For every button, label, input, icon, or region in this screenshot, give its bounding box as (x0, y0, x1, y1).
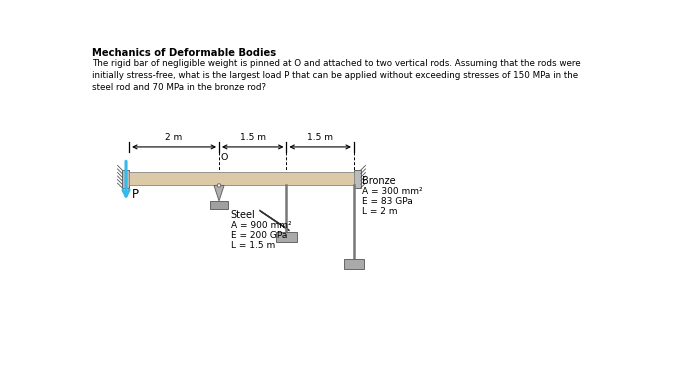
Bar (344, 259, 364, 269)
Text: A = 900 mm²: A = 900 mm² (230, 221, 291, 230)
Text: 2 m: 2 m (165, 132, 183, 142)
Text: L = 1.5 m: L = 1.5 m (230, 241, 275, 250)
Text: 1.5 m: 1.5 m (307, 132, 333, 142)
Text: L = 2 m: L = 2 m (362, 207, 397, 216)
Bar (122, 170, 129, 188)
Text: Mechanics of Deformable Bodies: Mechanics of Deformable Bodies (92, 48, 276, 58)
Bar (276, 232, 297, 242)
Text: Bronze: Bronze (362, 176, 395, 186)
Text: Steel: Steel (230, 210, 255, 220)
Text: A = 300 mm²: A = 300 mm² (362, 187, 422, 196)
Bar (129, 173, 354, 186)
Text: 1.5 m: 1.5 m (239, 132, 266, 142)
Text: The rigid bar of negligible weight is pinned at O and attached to two vertical r: The rigid bar of negligible weight is pi… (92, 59, 581, 92)
Text: E = 200 GPa: E = 200 GPa (230, 231, 287, 240)
Bar (210, 201, 228, 209)
Circle shape (217, 184, 221, 187)
Polygon shape (214, 186, 224, 201)
Bar (354, 170, 361, 188)
Text: P: P (131, 188, 138, 201)
Text: O: O (221, 153, 228, 162)
Text: E = 83 GPa: E = 83 GPa (362, 197, 412, 206)
